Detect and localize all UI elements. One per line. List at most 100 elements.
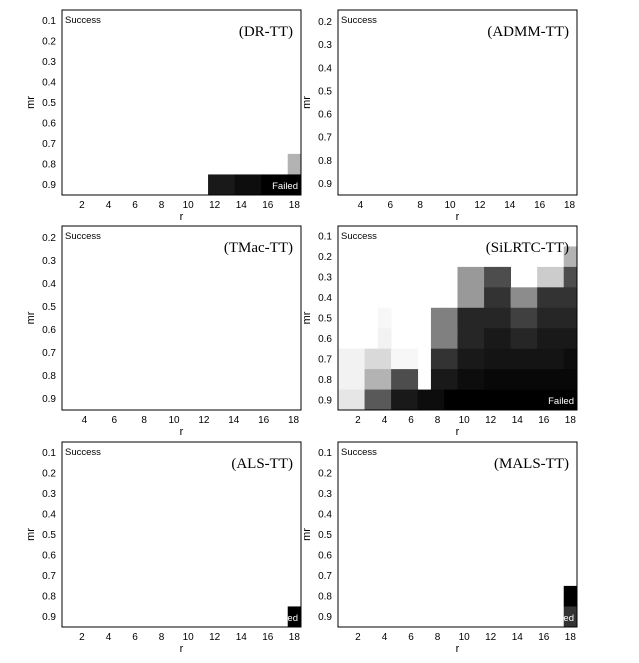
y-tick-label: 0.2 [42, 468, 56, 479]
x-tick-label: 10 [459, 415, 471, 426]
x-tick-label: 4 [106, 632, 112, 643]
heatmap-cell [351, 389, 365, 411]
x-axis-label: r [456, 211, 460, 223]
x-tick-label: 16 [262, 632, 274, 643]
heatmap-cell [484, 328, 498, 350]
heatmap-cell [537, 287, 551, 309]
failed-label: Failed [548, 396, 574, 407]
heatmap-cell [470, 287, 485, 309]
y-tick-label: 0.1 [318, 448, 332, 459]
x-tick-label: 2 [79, 632, 85, 643]
heatmap-cell [470, 348, 485, 370]
y-tick-label: 0.4 [318, 63, 332, 74]
x-tick-label: 12 [209, 200, 221, 211]
heatmap-cell [287, 153, 302, 175]
y-tick-label: 0.4 [318, 509, 332, 520]
y-tick-label: 0.8 [318, 156, 332, 167]
x-tick-label: 12 [485, 415, 497, 426]
y-tick-label: 0.7 [318, 354, 332, 365]
heatmap-cell [484, 266, 498, 288]
x-tick-label: 4 [382, 632, 388, 643]
heatmap-cell [550, 266, 565, 288]
panel-title: (ADMM-TT) [487, 24, 569, 40]
y-tick-label: 0.2 [318, 17, 332, 28]
plot-area [62, 226, 301, 410]
y-axis-label: mr [25, 311, 37, 324]
heatmap-cell [444, 348, 458, 370]
y-tick-label: 0.9 [42, 612, 56, 623]
x-tick-label: 10 [168, 415, 180, 426]
y-tick-label: 0.1 [42, 16, 56, 27]
heatmap-cell [457, 307, 472, 329]
heatmap-cell [510, 389, 525, 411]
heatmap-cell [550, 389, 565, 411]
heatmap-cell [510, 348, 525, 370]
y-tick-label: 0.2 [42, 36, 56, 47]
heatmap-cell [563, 287, 578, 309]
heatmap-cell [391, 389, 405, 411]
x-tick-label: 10 [183, 632, 195, 643]
x-tick-label: 14 [228, 415, 240, 426]
y-tick-label: 0.4 [42, 77, 56, 88]
x-tick-label: 6 [132, 632, 138, 643]
y-tick-label: 0.3 [42, 489, 56, 500]
heatmap-cell [510, 287, 525, 309]
heatmap-cell [351, 348, 365, 370]
heatmap-cell [497, 369, 512, 390]
x-tick-label: 6 [387, 200, 393, 211]
x-tick-label: 14 [236, 632, 248, 643]
x-tick-label: 16 [538, 415, 550, 426]
heatmap-cell [563, 585, 578, 607]
heatmap-cell [444, 389, 458, 411]
heatmap-cell [563, 369, 578, 390]
heatmap-cell [563, 606, 578, 628]
heatmap-cell [537, 389, 551, 411]
y-tick-label: 0.2 [42, 233, 56, 244]
heatmap-cell [261, 174, 275, 196]
x-tick-label: 8 [417, 200, 423, 211]
success-label: Success [341, 15, 377, 26]
heatmap-cell [457, 287, 472, 309]
heatmap-cell [377, 328, 392, 350]
x-axis-label: r [180, 426, 184, 438]
y-tick-label: 0.4 [318, 293, 332, 304]
heatmap-cell [523, 307, 538, 329]
heatmap-cell [537, 328, 551, 350]
y-tick-label: 0.3 [42, 57, 56, 68]
heatmap-cell [523, 389, 538, 411]
x-tick-label: 8 [159, 200, 165, 211]
panel-title: (MALS-TT) [494, 456, 569, 472]
plot-frame [61, 225, 302, 411]
x-tick-label: 18 [289, 632, 301, 643]
y-tick-label: 0.9 [318, 395, 332, 406]
heatmap-cell [510, 307, 525, 329]
heatmap-cell [537, 266, 551, 288]
x-tick-label: 8 [141, 415, 147, 426]
y-tick-label: 0.3 [318, 40, 332, 51]
heatmap-cell [338, 389, 352, 411]
heatmap-cell [563, 348, 578, 370]
x-axis-label: r [456, 426, 460, 438]
x-tick-label: 4 [106, 200, 112, 211]
y-tick-label: 0.6 [42, 119, 56, 130]
y-tick-label: 0.5 [318, 530, 332, 541]
y-tick-label: 0.8 [42, 592, 56, 603]
y-tick-label: 0.5 [42, 302, 56, 313]
y-tick-label: 0.8 [318, 375, 332, 386]
heatmap-cell [470, 266, 485, 288]
y-tick-label: 0.2 [318, 468, 332, 479]
y-tick-label: 0.9 [42, 180, 56, 191]
panel-mals-tt: 2 4 6 8 10 12 14 16 18 0.1 0.2 0.3 0.4 0.5 0.6 0.7 0.8 0.… [301, 441, 578, 655]
x-tick-label: 12 [209, 632, 221, 643]
heatmap-cell [497, 389, 512, 411]
y-tick-label: 0.7 [42, 348, 56, 359]
y-tick-label: 0.6 [318, 551, 332, 562]
heatmap-cell [430, 307, 445, 329]
x-tick-label: 14 [512, 415, 524, 426]
failed-label: Failed [272, 613, 298, 624]
heatmap-cell [523, 369, 538, 390]
y-tick-label: 0.8 [42, 371, 56, 382]
heatmap-cell [523, 328, 538, 350]
x-tick-label: 14 [504, 200, 516, 211]
y-tick-label: 0.1 [42, 448, 56, 459]
